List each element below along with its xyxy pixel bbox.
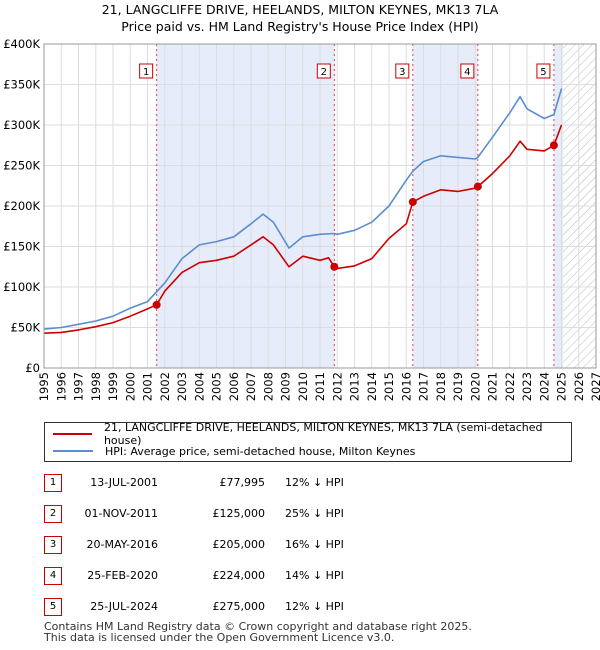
sale-number: 4 — [44, 567, 62, 585]
x-tick-label: 2023 — [520, 372, 534, 401]
x-tick-label: 2009 — [279, 372, 293, 401]
y-tick-label: £400K — [3, 37, 40, 51]
sale-marker-label: 2 — [321, 67, 327, 78]
x-tick-label: 2010 — [296, 372, 310, 401]
x-tick-label: 2001 — [141, 372, 155, 401]
legend-label-property: 21, LANGCLIFFE DRIVE, HEELANDS, MILTON K… — [103, 421, 543, 447]
x-tick-label: 2027 — [589, 372, 600, 401]
x-tick-label: 2002 — [158, 372, 172, 401]
chart-legend: 21, LANGCLIFFE DRIVE, HEELANDS, MILTON K… — [44, 421, 572, 462]
x-tick-label: 2016 — [399, 372, 413, 401]
sale-row: 3 20-MAY-2016 £205,000 16% ↓ HPI — [0, 536, 600, 558]
x-tick-label: 2003 — [175, 372, 189, 401]
sale-price: £125,000 — [212, 507, 266, 520]
sale-date: 13-JUL-2001 — [90, 476, 158, 489]
sale-marker-box — [536, 63, 551, 79]
x-tick-label: 1997 — [72, 372, 86, 401]
x-tick-label: 2024 — [537, 372, 551, 401]
y-tick-label: £100K — [3, 280, 40, 294]
x-tick-label: 2022 — [503, 372, 517, 401]
x-tick-label: 1996 — [54, 372, 68, 401]
x-tick-label: 2005 — [210, 372, 224, 401]
legend-item-hpi: HPI: Average price, semi-detached house,… — [53, 443, 415, 459]
sale-price: £275,000 — [212, 600, 266, 613]
legend-item-property: 21, LANGCLIFFE DRIVE, HEELANDS, MILTON K… — [53, 421, 571, 447]
x-tick-label: 2006 — [227, 372, 241, 401]
sale-hpi-diff: 25% ↓ HPI — [285, 507, 344, 520]
sale-row: 5 25-JUL-2024 £275,000 12% ↓ HPI — [0, 598, 600, 620]
sale-marker-label: 5 — [540, 67, 546, 78]
x-tick-label: 2007 — [244, 372, 258, 401]
x-tick-label: 1999 — [106, 372, 120, 401]
x-tick-label: 2026 — [572, 372, 586, 401]
sale-date: 20-MAY-2016 — [86, 538, 158, 551]
x-tick-label: 2017 — [417, 372, 431, 401]
x-tick-label: 2015 — [382, 372, 396, 401]
sale-marker-label: 1 — [143, 67, 149, 78]
chart-title: 21, LANGCLIFFE DRIVE, HEELANDS, MILTON K… — [101, 2, 499, 17]
y-tick-label: £250K — [3, 159, 40, 173]
price-chart: 1 2 3 4 5 £0 £50K £100K £150K £200K £250K £300K £350… — [3, 37, 600, 401]
x-tick-label: 2020 — [468, 372, 482, 401]
x-tick-label: 2013 — [348, 372, 362, 401]
footer-copyright: Contains HM Land Registry data © Crown c… — [44, 620, 472, 633]
y-tick-label: £350K — [3, 78, 40, 92]
x-tick-label: 2014 — [365, 372, 379, 401]
sale-marker-box — [460, 63, 475, 79]
sale-point — [549, 141, 558, 150]
sale-marker-label: 3 — [399, 67, 405, 78]
plot-frame — [43, 43, 597, 369]
sale-hpi-diff: 12% ↓ HPI — [285, 476, 344, 489]
legend-swatch-property — [53, 433, 92, 435]
y-tick-label: £150K — [3, 240, 40, 254]
property-price-line — [43, 124, 563, 334]
y-tick-label: £200K — [3, 199, 40, 213]
sale-marker-label: 4 — [464, 67, 470, 78]
footer-licence: This data is licensed under the Open Gov… — [44, 631, 395, 644]
x-tick-label: 2021 — [486, 372, 500, 401]
sale-hpi-diff: 16% ↓ HPI — [285, 538, 344, 551]
x-tick-label: 2008 — [261, 372, 275, 401]
sale-row: 1 13-JUL-2001 £77,995 12% ↓ HPI — [0, 474, 600, 496]
y-tick-label: £300K — [3, 118, 40, 132]
sale-number: 2 — [44, 505, 62, 523]
legend-label-hpi: HPI: Average price, semi-detached house,… — [105, 444, 416, 458]
sale-price: £224,000 — [212, 569, 266, 582]
sale-marker-box — [395, 63, 410, 79]
sale-row: 4 25-FEB-2020 £224,000 14% ↓ HPI — [0, 567, 600, 589]
x-tick-label: 2004 — [192, 372, 206, 401]
sale-point — [473, 182, 482, 191]
y-tick-label: £50K — [11, 321, 41, 335]
sale-price: £205,000 — [212, 538, 266, 551]
sale-date: 01-NOV-2011 — [84, 507, 158, 520]
sale-hpi-diff: 12% ↓ HPI — [285, 600, 344, 613]
chart-subtitle: Price paid vs. HM Land Registry's House … — [121, 19, 479, 34]
sale-marker-box — [139, 63, 154, 79]
hpi-line — [43, 88, 563, 330]
sale-number: 1 — [44, 474, 62, 492]
sale-hpi-diff: 14% ↓ HPI — [285, 569, 344, 582]
sale-number: 3 — [44, 536, 62, 554]
sale-point — [408, 197, 417, 206]
sale-point — [152, 300, 161, 309]
x-tick-label: 2000 — [123, 372, 137, 401]
sale-number: 5 — [44, 598, 62, 616]
legend-swatch-hpi — [53, 450, 93, 452]
x-tick-label: 2012 — [330, 372, 344, 401]
x-tick-label: 2025 — [555, 372, 569, 401]
sale-marker-box — [316, 63, 331, 79]
sale-price: £77,995 — [219, 476, 266, 489]
x-tick-label: 2018 — [434, 372, 448, 401]
x-tick-label: 2019 — [451, 372, 465, 401]
sale-point — [330, 262, 339, 271]
sale-row: 2 01-NOV-2011 £125,000 25% ↓ HPI — [0, 505, 600, 527]
x-tick-label: 1995 — [37, 372, 51, 401]
y-tick-label: £0 — [25, 361, 40, 375]
sale-date: 25-JUL-2024 — [90, 600, 158, 613]
footer-note: Contains HM Land Registry data © Crown c… — [44, 621, 472, 643]
x-tick-label: 2011 — [313, 372, 327, 401]
x-tick-label: 1998 — [89, 372, 103, 401]
sale-date: 25-FEB-2020 — [87, 569, 158, 582]
